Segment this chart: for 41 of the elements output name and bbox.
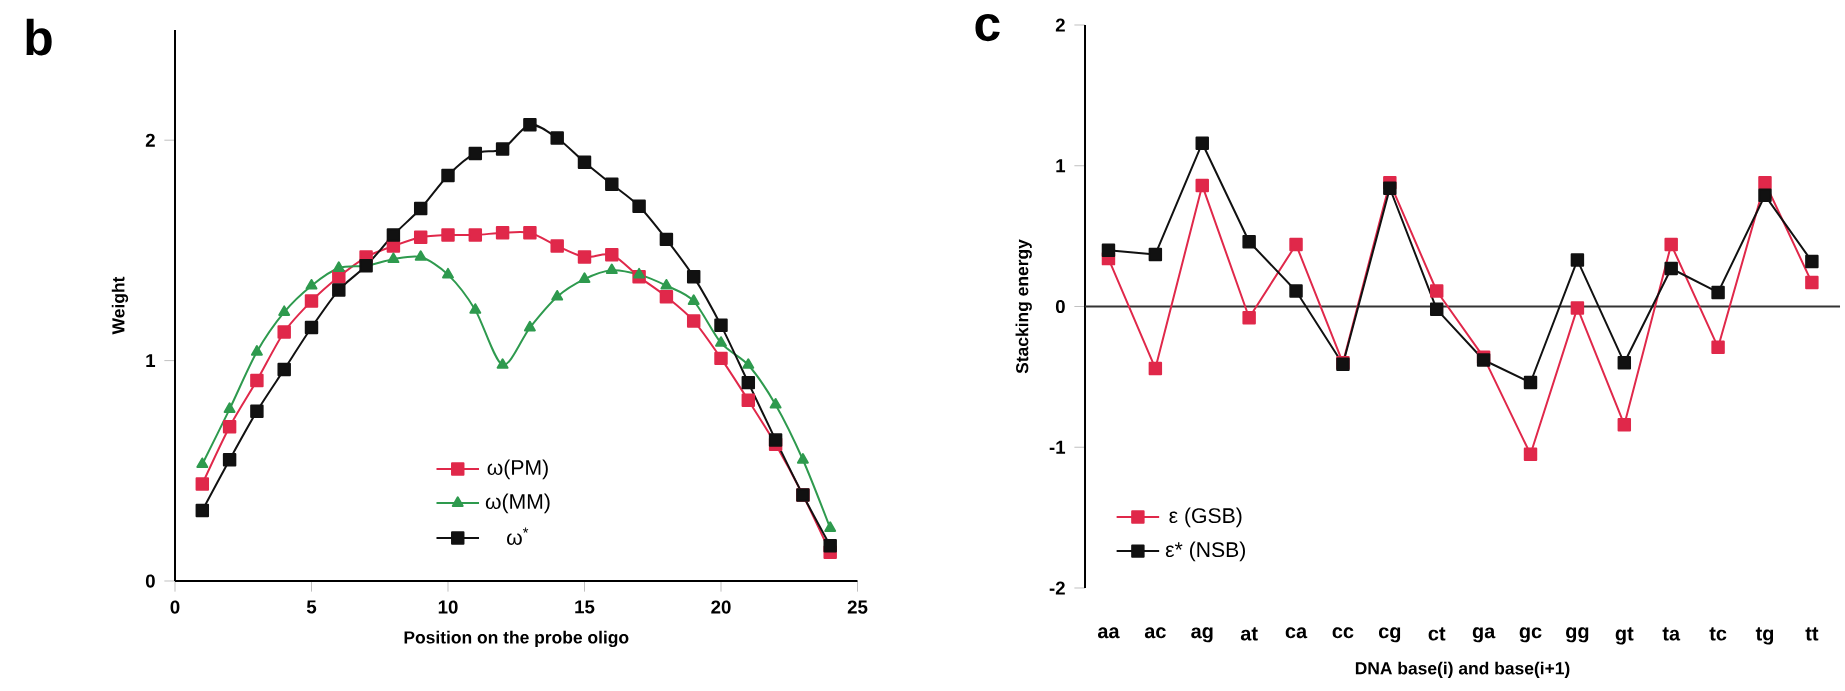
x-tick-label: 10 (438, 600, 458, 614)
x-tick-label: cg (1378, 627, 1401, 643)
y-tick-label: -1 (1049, 440, 1066, 454)
x-tick-label: 0 (170, 600, 180, 614)
x-tick-label: 25 (847, 600, 868, 614)
x-tick-label: 20 (711, 600, 731, 614)
y-tick-label: 0 (1055, 299, 1065, 314)
x-tick-label: ac (1144, 627, 1166, 639)
x-tick-label: ca (1285, 627, 1308, 639)
x-axis-title: DNA base(i) and base(i+1) (1355, 661, 1570, 678)
x-tick-label: ta (1662, 627, 1681, 641)
y-tick-label: 2 (145, 133, 155, 147)
legend-label: ω(MM) (485, 493, 550, 514)
x-tick-label: tc (1709, 627, 1727, 641)
x-tick-label: gc (1519, 627, 1542, 643)
legend-label: ε* (NSB) (1165, 541, 1245, 562)
y-axis-title: Weight (111, 276, 129, 335)
x-tick-label: ag (1191, 627, 1213, 643)
y-tick-label: 0 (145, 574, 155, 588)
x-tick-label: 5 (306, 600, 317, 614)
chart-title: c (975, 13, 1000, 42)
legend-label: ε (GSB) (1169, 507, 1242, 528)
x-tick-label: 15 (575, 600, 595, 614)
x-tick-label: tg (1755, 627, 1774, 645)
x-tick-label: at (1240, 627, 1258, 641)
y-tick-label: 1 (146, 354, 156, 368)
x-axis-title: Position on the probe oligo (404, 630, 629, 648)
x-tick-label: tt (1805, 627, 1819, 641)
legend-label: ω$^{*}$ (507, 527, 529, 545)
y-tick-label: 1 (1056, 159, 1066, 173)
x-tick-label: aa (1097, 627, 1120, 639)
x-tick-label: gt (1615, 627, 1634, 645)
x-tick-label: gg (1566, 627, 1589, 643)
y-tick-label: 2 (1055, 18, 1065, 32)
x-tick-label: ga (1472, 627, 1496, 643)
chart-title: b (26, 18, 52, 56)
y-axis-title: Stacking energy (1015, 239, 1032, 374)
y-tick-label: -2 (1049, 581, 1065, 595)
legend-label: ω(PM) (487, 459, 548, 480)
x-tick-label: cc (1332, 627, 1354, 639)
x-tick-label: ct (1428, 627, 1446, 641)
